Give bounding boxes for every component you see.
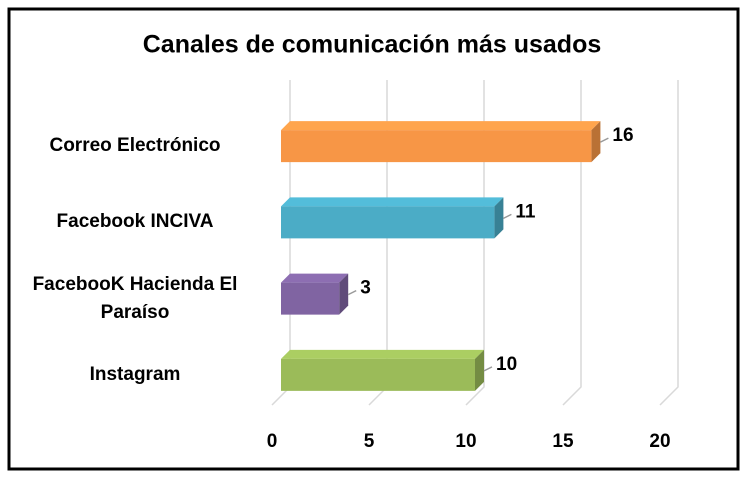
bar-side <box>475 349 484 391</box>
bar-top <box>281 273 349 283</box>
chart-title: Canales de comunicación más usados <box>143 31 602 59</box>
x-tick-label: 0 <box>267 431 278 452</box>
y-tick-label: Correo Electrónico <box>49 135 221 157</box>
leader-line <box>600 137 609 143</box>
data-label: 16 <box>612 125 633 146</box>
data-label: 3 <box>360 278 371 299</box>
bar-top <box>281 121 601 131</box>
bar <box>281 282 340 315</box>
leader-line <box>347 289 357 296</box>
bar-side <box>591 121 601 163</box>
y-tick-label: Facebook INCIVA <box>56 211 214 233</box>
x-tick-label: 5 <box>364 431 375 452</box>
y-tick-label: FacebooK Hacienda El Paraíso <box>32 273 238 323</box>
grid-line <box>659 80 679 406</box>
bar-top <box>281 349 484 359</box>
data-label: 10 <box>496 354 517 375</box>
grid-line <box>562 80 582 406</box>
leader-line <box>503 213 512 220</box>
leader-line <box>483 366 493 372</box>
data-label: 11 <box>515 201 536 222</box>
frame <box>7 7 740 471</box>
grid-line <box>465 80 485 406</box>
x-tick-label: 20 <box>649 431 670 452</box>
bar-side <box>339 273 349 315</box>
x-tick-label: 10 <box>455 431 476 452</box>
bar <box>281 130 592 163</box>
bar-top <box>281 197 504 207</box>
x-tick-label: 15 <box>552 431 574 452</box>
bar-side <box>494 197 504 239</box>
bar <box>281 358 475 391</box>
y-tick-label: Instagram <box>89 363 181 385</box>
bar <box>281 206 495 239</box>
